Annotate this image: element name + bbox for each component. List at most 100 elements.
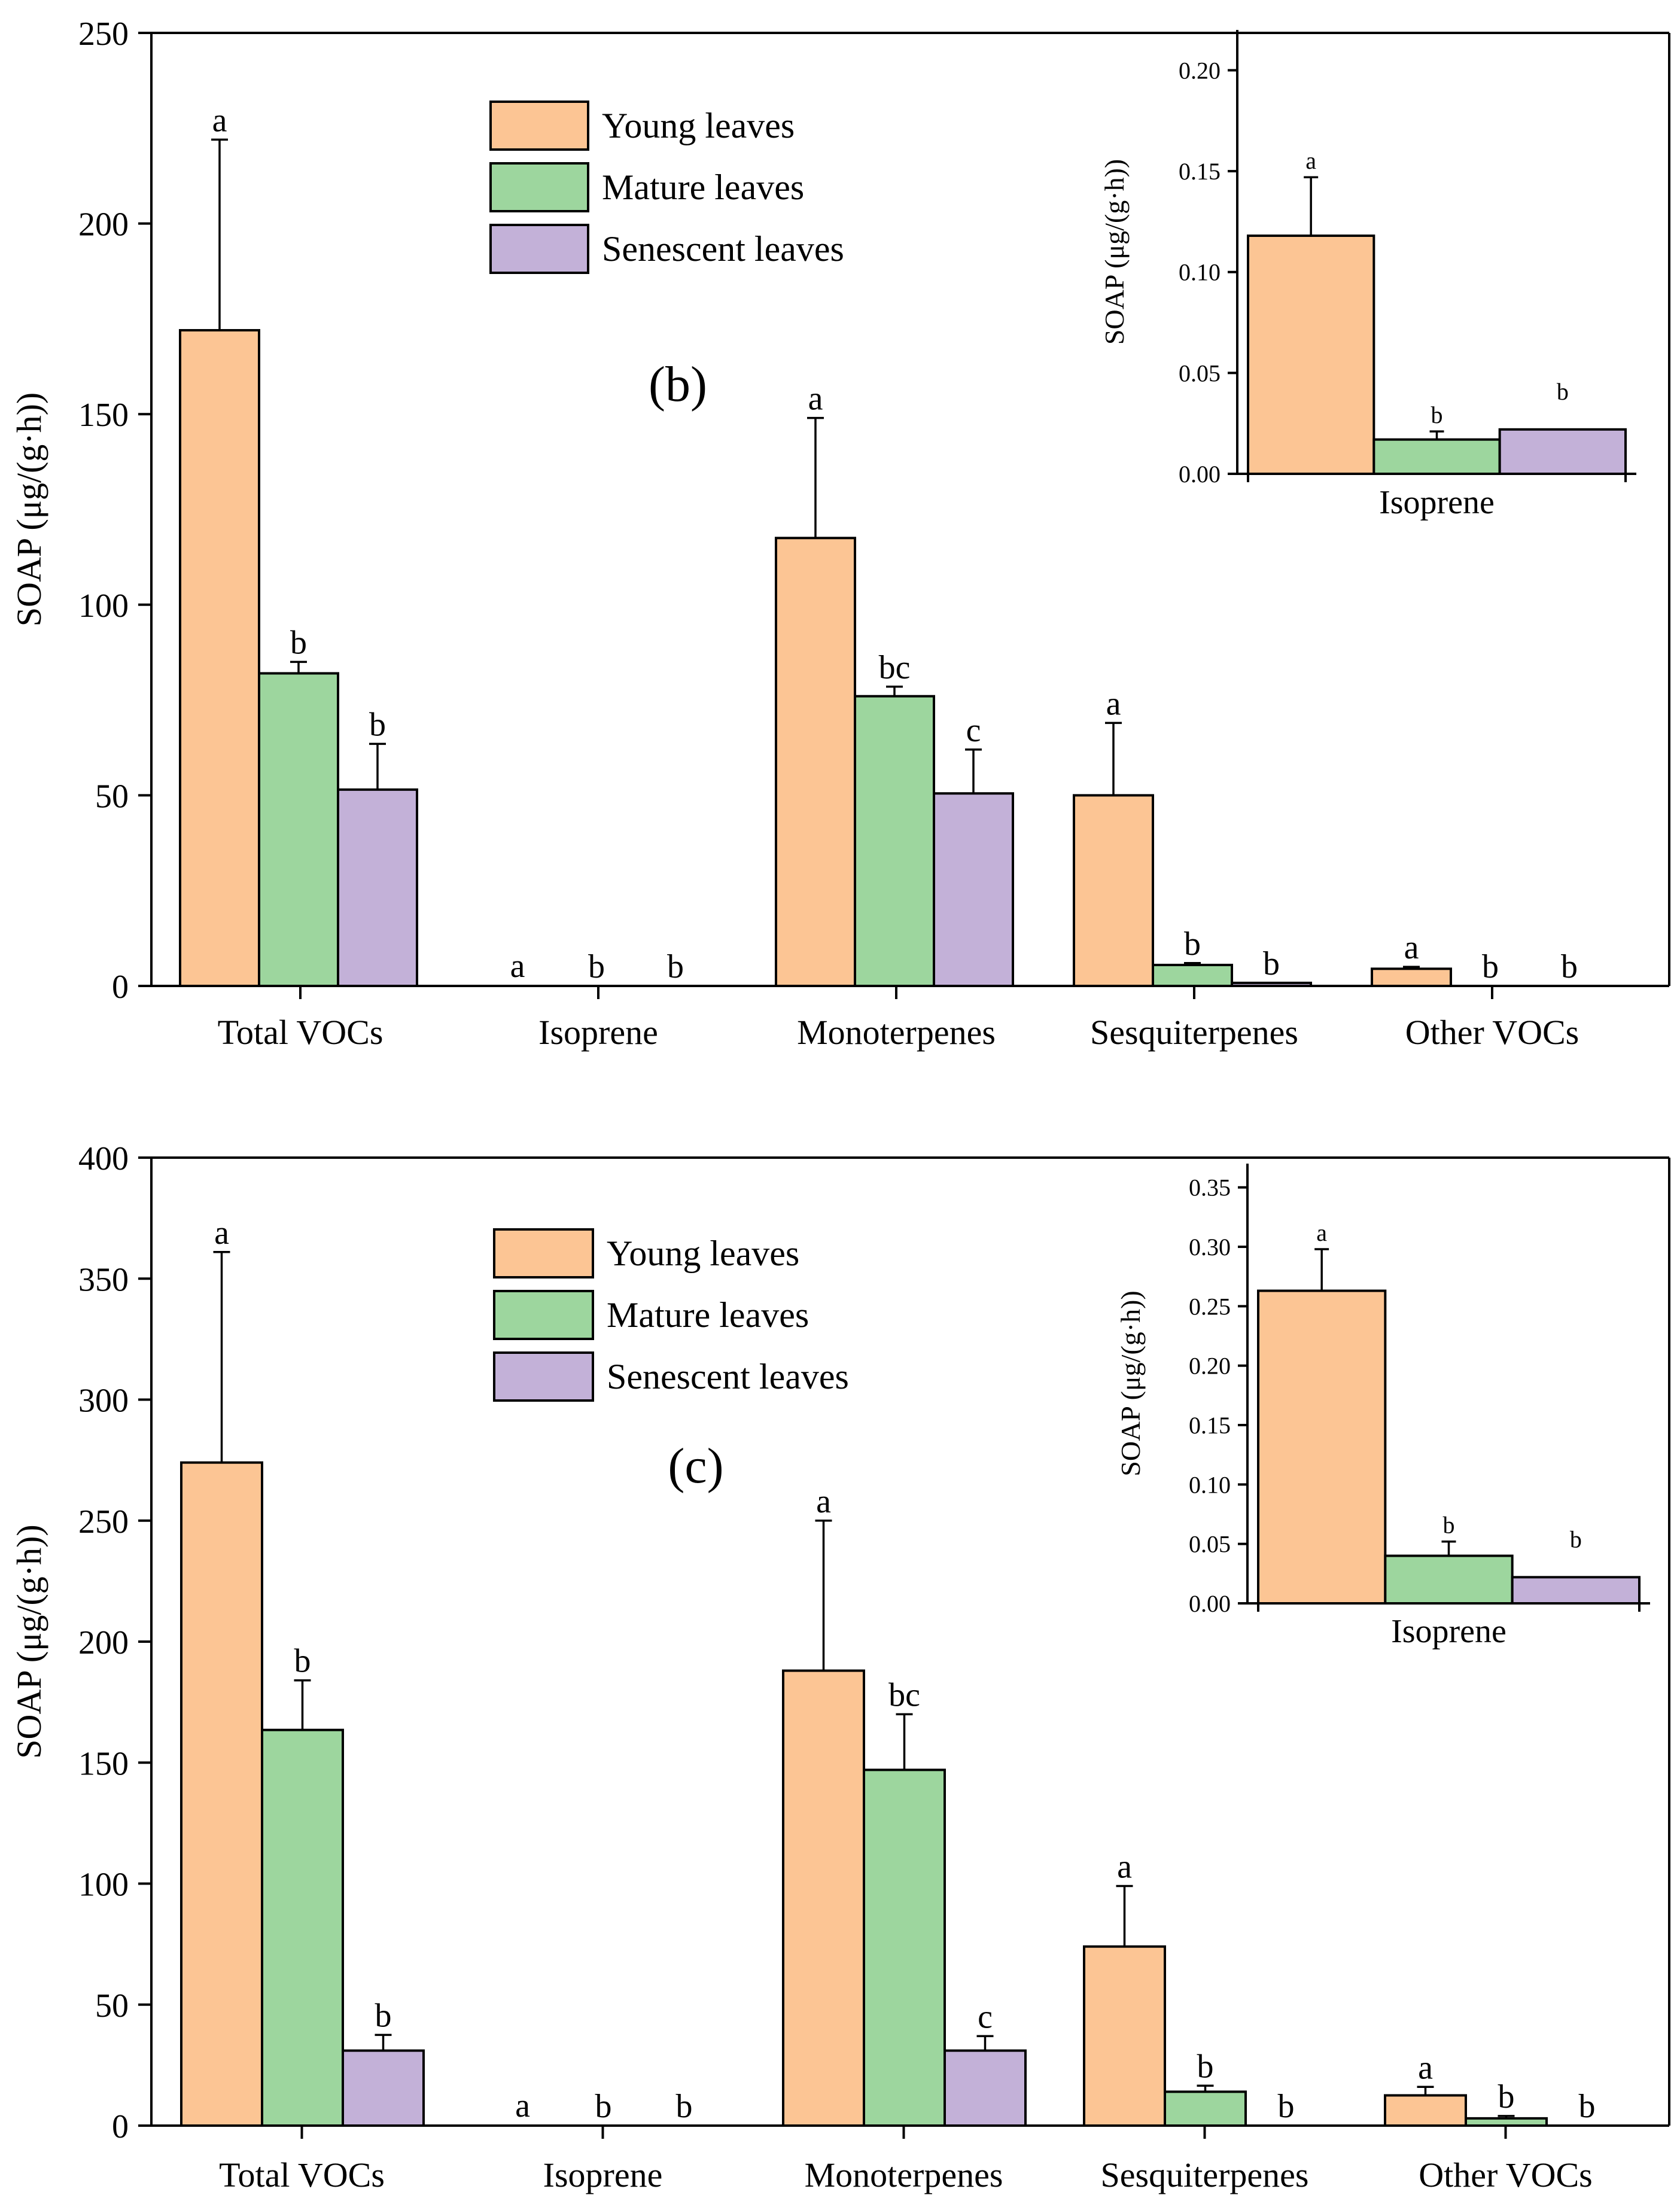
inset-chart: 0.00 0.05 0.10 0.15 0.20 SOAP (μg/(g·h)) a b b Is… bbox=[1099, 30, 1636, 521]
significance-letter: a bbox=[1106, 685, 1121, 722]
inset-y-tick-label: 0.20 bbox=[1179, 57, 1221, 84]
x-tick-label: Isoprene bbox=[543, 2156, 663, 2194]
inset-y-axis-title: SOAP (μg/(g·h)) bbox=[1115, 1290, 1146, 1476]
significance-letter: b bbox=[1482, 948, 1499, 985]
bar-senescent bbox=[337, 788, 418, 988]
inset-significance-letter: b bbox=[1557, 378, 1569, 405]
y-tick-label: 50 bbox=[95, 1987, 129, 2025]
inset-significance-letter: a bbox=[1305, 147, 1316, 174]
bar-mature bbox=[863, 1768, 946, 2127]
legend: Young leaves Mature leaves Senescent leave… bbox=[493, 1228, 849, 1402]
legend-swatch-mature bbox=[489, 162, 589, 212]
legend-label: Senescent leaves bbox=[602, 229, 844, 269]
inset-y-tick-label: 0.00 bbox=[1189, 1590, 1231, 1617]
panel-label: (b) bbox=[649, 357, 707, 412]
inset-y-tick-label: 0.10 bbox=[1179, 259, 1221, 286]
legend-swatch-senescent bbox=[493, 1351, 594, 1402]
significance-letter: b bbox=[1498, 2078, 1515, 2115]
legend-label: Mature leaves bbox=[602, 168, 804, 207]
significance-letter: a bbox=[1117, 1849, 1132, 1886]
inset-y-tick-label: 0.10 bbox=[1189, 1471, 1231, 1498]
significance-letter: b bbox=[290, 624, 307, 661]
legend-label: Mature leaves bbox=[607, 1295, 809, 1335]
bar-young bbox=[775, 537, 856, 987]
significance-letter: a bbox=[214, 1214, 229, 1252]
legend-swatch-mature bbox=[493, 1290, 594, 1340]
legend-label: Young leaves bbox=[602, 106, 795, 145]
legend-swatch-young bbox=[493, 1228, 594, 1278]
inset-chart: 0.00 0.05 0.10 0.15 0.20 0.25 0.30 0.35 SOAP (μg… bbox=[1115, 1164, 1650, 1650]
significance-letter: b bbox=[1579, 2088, 1596, 2125]
significance-letter: b bbox=[667, 948, 684, 985]
bar-young bbox=[782, 1669, 865, 2127]
y-tick-label: 150 bbox=[78, 397, 129, 434]
y-tick-label: 250 bbox=[78, 16, 129, 53]
inset-x-tick-label: Isoprene bbox=[1391, 1613, 1506, 1650]
inset-significance-letter: b bbox=[1431, 401, 1443, 428]
bar-mature bbox=[1465, 2117, 1548, 2127]
x-tick-label: Sesquiterpenes bbox=[1090, 1013, 1298, 1052]
inset-bar-senescent bbox=[1511, 1576, 1641, 1605]
y-tick-label: 250 bbox=[78, 1503, 129, 1541]
y-tick-label: 200 bbox=[78, 1624, 129, 1661]
significance-letter: b bbox=[1197, 2048, 1214, 2085]
legend-label: Young leaves bbox=[607, 1234, 799, 1273]
bar-mature bbox=[854, 695, 935, 988]
inset-y-tick-label: 0.35 bbox=[1189, 1174, 1231, 1201]
significance-letter: c bbox=[978, 1998, 993, 2035]
significance-letter: b bbox=[595, 2088, 612, 2125]
panel-c: 0 50 100 150 200 250 300 350 400 SOAP (μg/(g·h)) (… bbox=[10, 1140, 1670, 2194]
inset-significance-letter: b bbox=[1570, 1526, 1582, 1552]
inset-y-tick-label: 0.00 bbox=[1179, 461, 1221, 488]
legend: Young leaves Mature leaves Senescent leave… bbox=[489, 101, 844, 274]
significance-letter: a bbox=[510, 948, 525, 985]
legend-label: Senescent leaves bbox=[607, 1357, 849, 1396]
significance-letter: c bbox=[966, 712, 981, 749]
x-tick-label: Total VOCs bbox=[218, 1013, 384, 1052]
bar-mature bbox=[261, 1728, 344, 2127]
inset-y-tick-label: 0.25 bbox=[1189, 1293, 1231, 1320]
bar-senescent bbox=[1231, 981, 1312, 987]
x-tick-label: Isoprene bbox=[538, 1013, 658, 1052]
y-tick-label: 0 bbox=[112, 2108, 129, 2145]
significance-letter: bc bbox=[879, 649, 911, 686]
x-tick-label: Monoterpenes bbox=[797, 1013, 996, 1052]
inset-y-tick-label: 0.05 bbox=[1189, 1531, 1231, 1558]
inset-bar-senescent bbox=[1498, 428, 1627, 475]
inset-y-tick-label: 0.30 bbox=[1189, 1234, 1231, 1261]
inset-y-tick-label: 0.20 bbox=[1189, 1353, 1231, 1380]
y-tick-label: 100 bbox=[78, 587, 129, 625]
significance-letter: b bbox=[676, 2088, 693, 2125]
bar-young bbox=[1083, 1945, 1166, 2127]
y-tick-label: 150 bbox=[78, 1745, 129, 1782]
significance-letter: a bbox=[1404, 929, 1419, 966]
y-tick-label: 400 bbox=[78, 1140, 129, 1177]
bar-young bbox=[179, 329, 260, 987]
y-axis-title: SOAP (μg/(g·h)) bbox=[10, 392, 48, 626]
significance-letter: a bbox=[1418, 2049, 1433, 2086]
bar-mature bbox=[1152, 963, 1233, 987]
legend-swatch-senescent bbox=[489, 224, 589, 274]
inset-bar-mature bbox=[1372, 438, 1501, 475]
bar-young bbox=[180, 1461, 263, 2127]
bar-senescent bbox=[342, 2049, 425, 2127]
panel-b: 0 50 100 150 200 250 SOAP (μg/(g·h)) (b) Total V… bbox=[10, 16, 1670, 1052]
significance-letter: a bbox=[515, 2087, 530, 2124]
significance-letter: b bbox=[588, 948, 605, 985]
inset-y-tick-label: 0.15 bbox=[1189, 1412, 1231, 1439]
y-tick-label: 100 bbox=[78, 1867, 129, 1904]
significance-letter: b bbox=[1278, 2088, 1295, 2125]
bar-young bbox=[1384, 2094, 1467, 2127]
significance-letter: a bbox=[212, 102, 227, 139]
x-tick-label: Other VOCs bbox=[1405, 1013, 1579, 1052]
significance-letter: a bbox=[816, 1483, 831, 1520]
x-tick-label: Monoterpenes bbox=[805, 2156, 1003, 2194]
y-tick-label: 300 bbox=[78, 1383, 129, 1420]
bar-mature bbox=[258, 672, 339, 987]
bar-young bbox=[1371, 967, 1452, 988]
y-tick-label: 200 bbox=[78, 206, 129, 243]
inset-bar-young bbox=[1247, 235, 1375, 475]
inset-bar-young bbox=[1257, 1289, 1387, 1605]
y-tick-label: 350 bbox=[78, 1261, 129, 1298]
